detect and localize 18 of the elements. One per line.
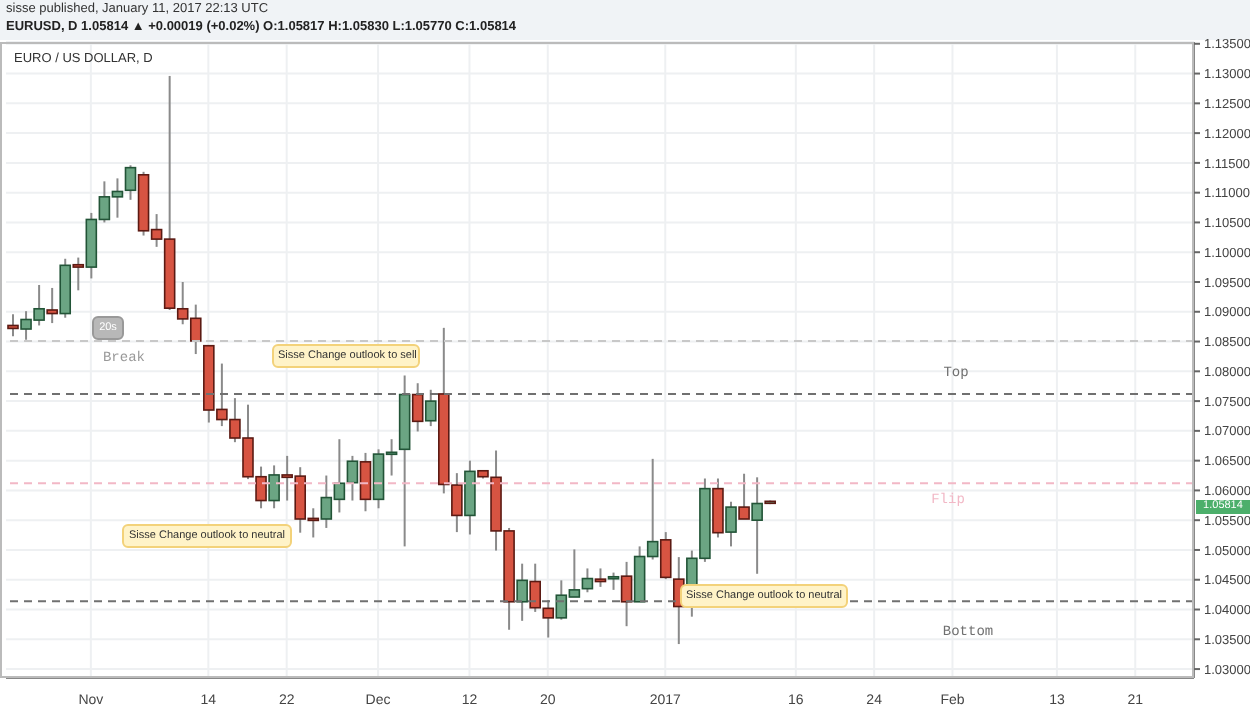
candlestick (359, 451, 372, 513)
candlestick (738, 472, 750, 520)
candlestick (46, 286, 58, 325)
candlestick (346, 454, 359, 502)
candlestick (659, 531, 672, 581)
candlestick (411, 382, 424, 433)
candlestick (424, 388, 437, 428)
candlestick (620, 560, 633, 628)
candlestick (464, 459, 476, 536)
candlestick (72, 256, 85, 292)
candlestick (516, 562, 528, 622)
candlestick (725, 500, 737, 548)
candlestick (581, 567, 594, 594)
candlestick (268, 464, 280, 510)
candlestick (712, 477, 724, 539)
candlestick (7, 313, 19, 338)
candlestick (594, 567, 607, 588)
candlestick (124, 164, 137, 201)
